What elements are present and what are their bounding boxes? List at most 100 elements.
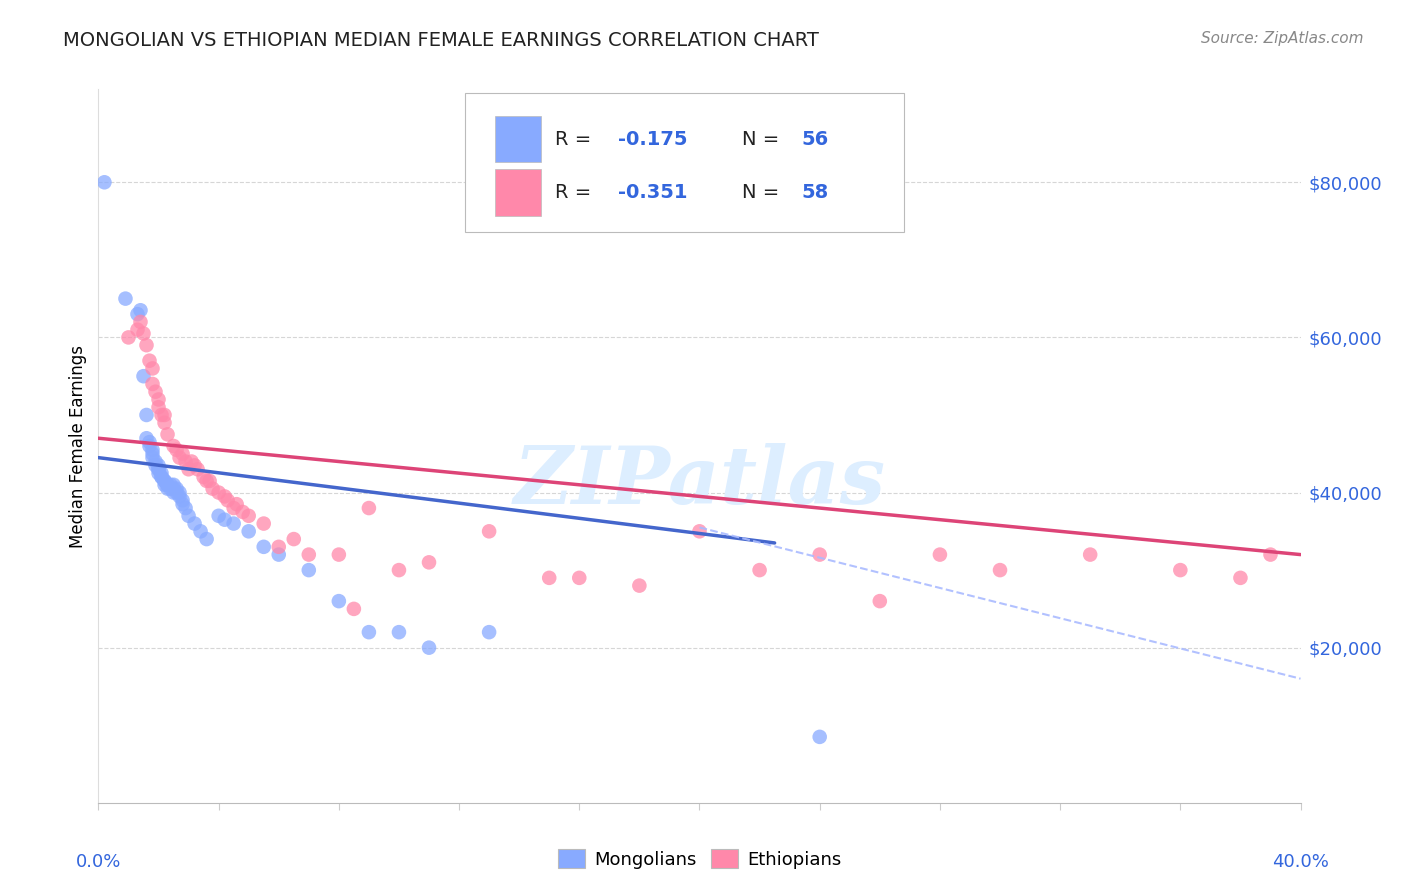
Point (166, 482, 188, 496)
Point (159, 482, 181, 496)
Text: MONGOLIAN VS ETHIOPIAN MEDIAN FEMALE EARNINGS CORRELATION CHART: MONGOLIAN VS ETHIOPIAN MEDIAN FEMALE EAR… (63, 31, 820, 50)
Point (253, 516, 276, 531)
Point (180, 454, 202, 468)
Point (153, 416, 176, 430)
Point (214, 490, 236, 504)
Point (357, 501, 380, 516)
Point (156, 477, 179, 491)
Y-axis label: Median Female Earnings: Median Female Earnings (69, 344, 87, 548)
Text: N =: N = (741, 129, 785, 149)
Point (298, 563, 321, 577)
Text: 40.0%: 40.0% (1272, 854, 1329, 871)
Point (478, 524, 501, 539)
Point (172, 497, 194, 511)
Point (1260, 548, 1282, 562)
Point (214, 513, 236, 527)
Point (135, 338, 157, 352)
Point (162, 477, 184, 491)
Point (808, 730, 831, 744)
Point (217, 493, 239, 508)
Point (238, 524, 260, 539)
Point (343, 602, 366, 616)
Point (177, 508, 200, 523)
Point (169, 490, 191, 504)
Point (357, 625, 380, 640)
Point (132, 369, 155, 384)
Point (148, 458, 170, 473)
Point (129, 303, 152, 318)
Point (183, 516, 205, 531)
Point (145, 458, 167, 473)
Point (267, 540, 290, 554)
Point (198, 474, 221, 488)
Text: N =: N = (741, 183, 785, 202)
Point (201, 482, 224, 496)
Point (138, 439, 160, 453)
Point (208, 508, 231, 523)
Point (169, 450, 191, 465)
Point (127, 307, 149, 321)
Point (129, 315, 152, 329)
Point (141, 442, 163, 457)
Point (238, 508, 260, 523)
Point (1078, 548, 1101, 562)
Point (174, 454, 197, 468)
Point (135, 408, 157, 422)
Point (172, 447, 194, 461)
FancyBboxPatch shape (465, 93, 904, 232)
Point (688, 524, 710, 539)
Point (150, 470, 173, 484)
Point (153, 408, 176, 422)
Point (568, 571, 591, 585)
Point (195, 474, 218, 488)
Point (145, 384, 167, 399)
Point (156, 427, 179, 442)
Point (1229, 571, 1251, 585)
Point (388, 625, 411, 640)
Point (156, 477, 179, 491)
Point (153, 477, 176, 491)
Text: 0.0%: 0.0% (76, 854, 121, 871)
Point (172, 493, 194, 508)
Point (135, 431, 157, 445)
Point (150, 470, 173, 484)
Point (141, 376, 163, 391)
Point (148, 401, 170, 415)
Point (478, 625, 501, 640)
Text: ZIPatlas: ZIPatlas (513, 443, 886, 520)
Point (162, 482, 184, 496)
Point (156, 482, 179, 496)
Point (388, 563, 411, 577)
Point (148, 462, 170, 476)
Point (1170, 563, 1192, 577)
Point (145, 454, 167, 468)
Point (132, 326, 155, 341)
Point (148, 392, 170, 407)
Point (195, 532, 218, 546)
Point (418, 555, 440, 569)
Point (253, 540, 276, 554)
Point (138, 435, 160, 450)
Point (169, 485, 191, 500)
Text: -0.175: -0.175 (617, 129, 688, 149)
Bar (495, 116, 541, 162)
Bar (495, 169, 541, 216)
Point (166, 485, 188, 500)
Point (166, 442, 188, 457)
Point (93, 175, 115, 189)
Point (187, 462, 209, 476)
Point (174, 501, 197, 516)
Point (538, 571, 561, 585)
Text: 58: 58 (801, 183, 830, 202)
Point (328, 594, 350, 608)
Text: Source: ZipAtlas.com: Source: ZipAtlas.com (1201, 31, 1364, 46)
Point (159, 477, 181, 491)
Point (141, 447, 163, 461)
Point (283, 532, 305, 546)
Point (869, 594, 891, 608)
Point (222, 501, 245, 516)
Point (328, 548, 350, 562)
Point (153, 474, 176, 488)
Point (267, 548, 290, 562)
Point (232, 505, 254, 519)
